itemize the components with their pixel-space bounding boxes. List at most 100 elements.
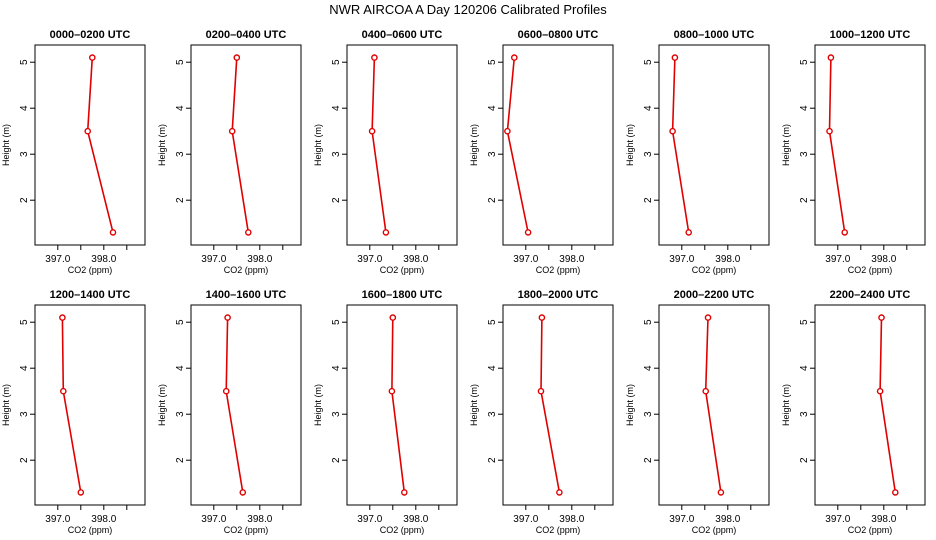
panel-title: 1400–1600 UTC (206, 289, 287, 301)
y-tick-label: 2 (643, 457, 654, 463)
data-point (717, 489, 725, 496)
data-point (233, 54, 241, 61)
y-tick-label: 2 (331, 197, 342, 203)
y-axis-label: Height (m) (469, 384, 479, 426)
y-tick-label: 3 (331, 411, 342, 417)
x-tick-label: 397.0 (825, 514, 850, 525)
x-tick-label: 397.0 (45, 514, 70, 525)
y-tick-label: 3 (175, 151, 186, 157)
panel-title: 0600–0800 UTC (518, 29, 599, 41)
plot-frame (34, 304, 146, 506)
x-axis-label: CO2 (ppm) (380, 265, 425, 275)
profile-line (391, 317, 406, 493)
y-tick-label: 5 (19, 59, 30, 65)
y-tick-label: 2 (487, 457, 498, 463)
x-tick-label: 398.0 (91, 514, 116, 525)
data-point (368, 127, 376, 135)
x-tick-label: 397.0 (201, 514, 226, 525)
data-point (244, 229, 252, 236)
plot-frame (34, 44, 146, 246)
profile-line (540, 317, 561, 493)
y-tick-label: 4 (643, 365, 654, 371)
y-tick-label: 5 (175, 319, 186, 325)
x-tick-label: 398.0 (247, 514, 272, 525)
y-tick-label: 4 (487, 105, 498, 111)
plot-frame (190, 304, 302, 506)
x-tick-label: 397.0 (45, 254, 70, 265)
y-tick-label: 4 (19, 105, 30, 111)
x-axis-label: CO2 (ppm) (68, 265, 113, 275)
x-tick-label: 397.0 (825, 254, 850, 265)
y-axis-label: Height (m) (1, 124, 11, 166)
x-tick-label: 398.0 (559, 514, 584, 525)
y-tick-label: 2 (799, 457, 810, 463)
x-tick-label: 397.0 (357, 254, 382, 265)
x-tick-label: 398.0 (559, 254, 584, 265)
data-point (704, 314, 712, 321)
data-point (228, 127, 236, 135)
y-tick-label: 3 (643, 411, 654, 417)
y-axis-label: Height (m) (157, 124, 167, 166)
panel-title: 1800–2000 UTC (518, 289, 599, 301)
x-tick-label: 398.0 (715, 514, 740, 525)
y-tick-label: 5 (487, 319, 498, 325)
data-point (224, 314, 231, 321)
y-tick-label: 3 (19, 411, 30, 417)
x-tick-label: 397.0 (513, 254, 538, 265)
y-tick-label: 4 (175, 105, 186, 111)
y-axis-label: Height (m) (1, 384, 11, 426)
y-axis-label: Height (m) (157, 384, 167, 426)
y-tick-label: 4 (331, 105, 342, 111)
panel-title: 1200–1400 UTC (50, 289, 131, 301)
data-point (671, 54, 679, 61)
y-tick-label: 3 (175, 411, 186, 417)
x-tick-label: 397.0 (669, 254, 694, 265)
y-tick-label: 3 (643, 151, 654, 157)
y-tick-label: 4 (331, 365, 342, 371)
y-tick-label: 2 (19, 457, 30, 463)
panel-title: 2000–2200 UTC (674, 289, 755, 301)
data-point (826, 127, 833, 135)
data-point (371, 54, 378, 61)
x-tick-label: 398.0 (871, 514, 896, 525)
data-point (388, 387, 396, 395)
y-tick-label: 5 (175, 59, 186, 65)
profile-line (61, 317, 82, 493)
data-point (510, 54, 518, 61)
y-tick-label: 5 (19, 319, 30, 325)
plot-frame (502, 44, 614, 246)
data-point (239, 489, 247, 496)
y-tick-label: 3 (19, 151, 30, 157)
plot-frame (502, 304, 614, 506)
panel-title: 0400–0600 UTC (362, 29, 443, 41)
plot-frame (346, 44, 458, 246)
y-tick-label: 2 (19, 197, 30, 203)
x-axis-label: CO2 (ppm) (380, 525, 425, 535)
panel-title: 0000–0200 UTC (50, 29, 131, 41)
profile-line (371, 57, 387, 233)
x-axis-label: CO2 (ppm) (68, 525, 113, 535)
y-axis-label: Height (m) (625, 124, 635, 166)
data-point (556, 489, 563, 496)
data-point (841, 229, 849, 236)
y-axis-label: Height (m) (469, 124, 479, 166)
x-tick-label: 397.0 (669, 514, 694, 525)
profile-line (86, 57, 114, 233)
profile-line (506, 57, 529, 233)
y-tick-label: 4 (799, 365, 810, 371)
y-tick-label: 2 (175, 457, 186, 463)
data-point (892, 489, 899, 496)
data-point (77, 489, 85, 496)
profile-line (879, 317, 897, 493)
y-tick-label: 4 (487, 365, 498, 371)
x-tick-label: 398.0 (91, 254, 116, 265)
data-point (878, 314, 885, 321)
y-tick-label: 3 (331, 151, 342, 157)
data-point (109, 229, 117, 236)
x-axis-label: CO2 (ppm) (848, 525, 893, 535)
y-tick-label: 5 (331, 59, 342, 65)
y-tick-label: 3 (487, 151, 498, 157)
data-point (382, 229, 390, 236)
figure-title: NWR AIRCOA A Day 120206 Calibrated Profi… (329, 2, 607, 17)
data-point (400, 489, 408, 496)
